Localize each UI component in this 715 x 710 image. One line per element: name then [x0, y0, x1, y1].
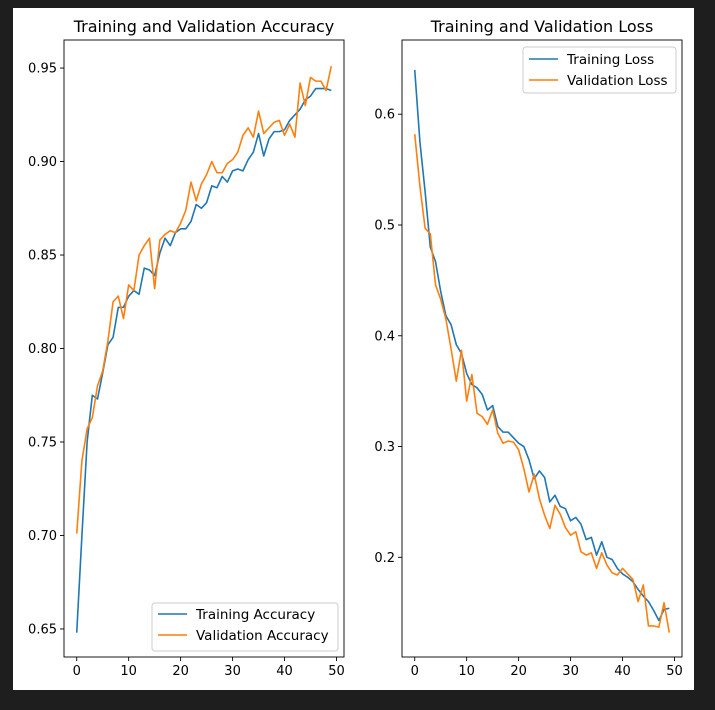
accuracy-x-tick-label: 30	[224, 664, 241, 679]
loss-x-tick-label: 0	[411, 664, 419, 679]
loss-x-tick-label: 40	[614, 664, 631, 679]
loss-y-tick-label: 0.3	[374, 440, 395, 455]
loss-x-tick-label: 20	[510, 664, 527, 679]
loss-chart-title: Training and Validation Loss	[430, 17, 654, 36]
loss-y-tick-label: 0.5	[374, 218, 395, 233]
accuracy-x-tick-label: 50	[328, 664, 345, 679]
accuracy-x-tick-label: 20	[172, 664, 189, 679]
accuracy-y-tick-label: 0.95	[28, 62, 57, 77]
chart-figure-svg: Training and Validation Accuracy 0 10 20 30…	[28, 17, 683, 679]
loss-legend-label-training: Training Loss	[566, 52, 654, 68]
loss-legend-label-validation: Validation Loss	[567, 73, 668, 89]
loss-series-line-training	[413, 69, 670, 622]
accuracy-chart: Training and Validation Accuracy 0 10 20 30…	[28, 17, 345, 679]
accuracy-y-tick-label: 0.75	[28, 435, 57, 450]
loss-chart: Training and Validation Loss 0 10 20 30 40 50…	[374, 17, 682, 679]
accuracy-x-tick-label: 10	[120, 664, 137, 679]
accuracy-chart-lines	[75, 66, 333, 633]
loss-x-tick-label: 50	[666, 664, 683, 679]
accuracy-chart-frame	[63, 39, 345, 658]
accuracy-chart-ticks: 0 10 20 30 40 50 0.65 0.70 0.75 0.80 0.85 0.90 0.95	[28, 62, 345, 679]
accuracy-y-tick-label: 0.90	[28, 155, 57, 170]
loss-y-tick-label: 0.4	[374, 329, 395, 344]
loss-chart-ticks: 0 10 20 30 40 50 0.2 0.3 0.4 0.5 0.6	[374, 108, 682, 679]
figure: Training and Validation Accuracy 0 10 20 30…	[13, 8, 694, 690]
loss-legend-box	[522, 46, 677, 94]
accuracy-legend-box	[151, 602, 339, 652]
accuracy-chart-title: Training and Validation Accuracy	[73, 17, 335, 36]
loss-legend: Training Loss Validation Loss	[522, 46, 677, 94]
accuracy-x-tick-label: 0	[73, 664, 81, 679]
accuracy-y-tick-label: 0.85	[28, 249, 57, 264]
accuracy-series-line-validation	[75, 66, 333, 534]
loss-x-tick-label: 10	[458, 664, 475, 679]
accuracy-x-tick-label: 40	[276, 664, 293, 679]
loss-chart-lines	[413, 69, 671, 633]
loss-y-tick-label: 0.6	[374, 108, 395, 123]
loss-series-line-validation	[413, 134, 671, 633]
accuracy-series-line-training	[75, 87, 332, 633]
accuracy-y-tick-label: 0.70	[28, 529, 57, 544]
loss-x-tick-label: 30	[562, 664, 579, 679]
accuracy-y-tick-label: 0.65	[28, 622, 57, 637]
accuracy-legend: Training Accuracy Validation Accuracy	[151, 602, 339, 652]
loss-chart-frame	[401, 39, 683, 658]
loss-y-tick-label: 0.2	[374, 551, 395, 566]
accuracy-legend-label-validation: Validation Accuracy	[196, 628, 329, 644]
accuracy-y-tick-label: 0.80	[28, 342, 57, 357]
accuracy-legend-label-training: Training Accuracy	[195, 607, 315, 623]
